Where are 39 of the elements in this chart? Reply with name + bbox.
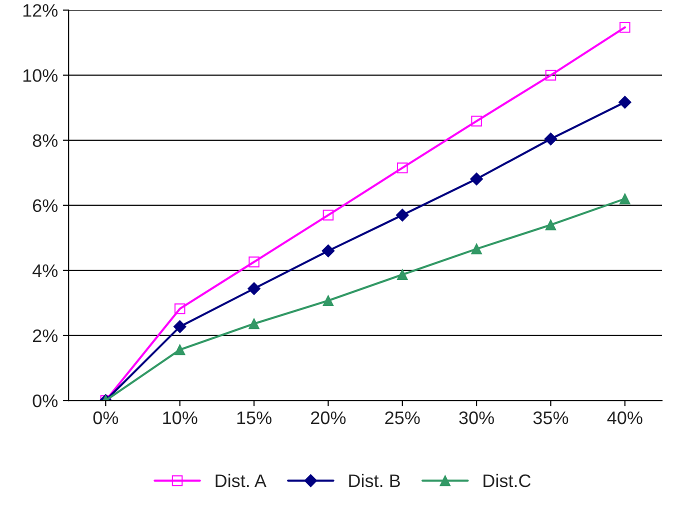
point <box>397 162 408 174</box>
point <box>471 116 482 126</box>
point <box>174 303 186 314</box>
point <box>173 320 186 334</box>
point <box>397 269 408 280</box>
point <box>248 282 260 296</box>
x-tick-label: 10% <box>163 411 198 424</box>
legend-label: Dist. B <box>349 474 400 488</box>
point <box>471 244 482 254</box>
y-tick-label: 6% <box>33 199 58 212</box>
x-tick-label: 25% <box>385 411 420 424</box>
x-tick-label: 15% <box>237 412 272 424</box>
point <box>544 132 558 146</box>
point <box>620 193 630 204</box>
point <box>174 344 186 356</box>
y-tick-label: 2% <box>32 329 58 342</box>
point <box>470 172 483 186</box>
legend-label: Dist.C <box>484 474 531 488</box>
y-tick-label: 0% <box>32 394 58 408</box>
point <box>248 318 260 330</box>
x-tick-label: 20% <box>311 411 346 424</box>
y-tick-label: 12% <box>23 4 58 17</box>
point <box>322 244 335 258</box>
point <box>620 22 630 33</box>
x-tick-label: 0% <box>93 411 118 424</box>
legend-label: Dist. A <box>216 474 266 488</box>
point <box>322 295 334 306</box>
point <box>618 96 632 109</box>
x-tick-label: 35% <box>533 411 568 424</box>
point <box>248 256 260 268</box>
point <box>322 210 334 220</box>
point <box>545 70 556 81</box>
x-tick-label: 40% <box>607 411 642 424</box>
y-tick-label: 10% <box>23 69 58 82</box>
y-tick-label: 8% <box>32 134 58 147</box>
y-tick-label: 4% <box>32 264 58 278</box>
point <box>545 219 556 230</box>
x-tick-label: 30% <box>459 411 494 424</box>
point <box>396 208 409 222</box>
